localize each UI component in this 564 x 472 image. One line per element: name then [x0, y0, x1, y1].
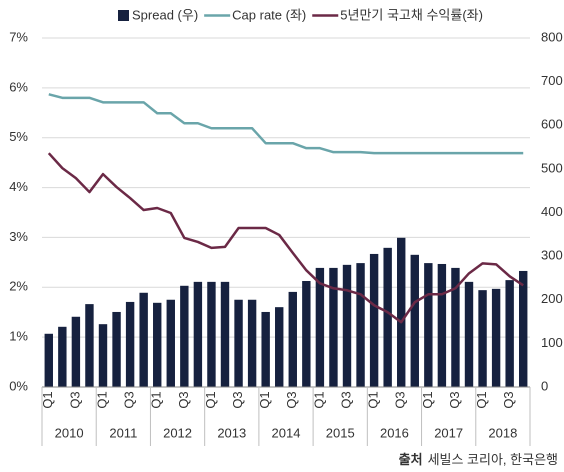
source: 출처 세빌스 코리아, 한국은행 — [399, 452, 558, 467]
bar — [397, 237, 406, 387]
x-tick-label: Q3 — [176, 391, 191, 408]
x-tick-label: Q1 — [420, 391, 435, 408]
line — [48, 93, 524, 155]
year-label: 2010 — [55, 425, 84, 440]
year-label: 2018 — [488, 425, 517, 440]
x-tick-label: Q1 — [474, 391, 489, 408]
y-tick-label: 3% — [9, 229, 28, 244]
bar — [153, 302, 162, 387]
legend-label: Spread (우) — [132, 7, 198, 22]
legend: Spread (우) Cap rate (좌) 5년만기 국고채 수익률(좌) — [118, 7, 483, 22]
bar — [329, 267, 338, 387]
y2-tick-label: 700 — [541, 73, 563, 88]
bar — [44, 333, 53, 387]
bar — [424, 263, 433, 387]
bar — [315, 267, 325, 387]
year-label: 2017 — [434, 425, 463, 440]
bar — [207, 281, 216, 387]
source-label: 출처 — [399, 452, 423, 467]
bar — [410, 254, 419, 387]
y-tick-label: 6% — [9, 79, 28, 94]
y2-tick-label: 800 — [541, 29, 563, 44]
x-tick-label: Q1 — [366, 391, 381, 408]
x-tick-label: Q3 — [122, 391, 137, 408]
x-tick-label: Q3 — [230, 391, 245, 408]
legend-label: 5년만기 국고채 수익률(좌) — [340, 7, 483, 22]
bar — [85, 304, 94, 387]
x-tick-label: Q3 — [501, 391, 516, 408]
x-tick-label: Q3 — [338, 391, 353, 408]
bar — [234, 299, 243, 387]
x-tick-label: Q1 — [94, 391, 109, 408]
y-tick-label: 4% — [9, 179, 28, 194]
bar — [302, 280, 311, 387]
year-label: 2016 — [380, 425, 409, 440]
source-text: 세빌스 코리아, 한국은행 — [428, 452, 558, 467]
bar — [180, 285, 189, 387]
y-tick-label: 7% — [9, 29, 28, 44]
bar — [491, 288, 501, 387]
legend-label: Cap rate (좌) — [232, 7, 306, 22]
y2-tick-label: 300 — [541, 248, 563, 263]
legend-swatch — [118, 10, 129, 21]
bar — [112, 311, 121, 387]
y-tick-label: 2% — [9, 279, 28, 294]
year-label: 2013 — [217, 425, 246, 440]
x-tick-label: Q1 — [40, 391, 55, 408]
bar — [58, 326, 67, 387]
x-tick-label: Q1 — [149, 391, 164, 408]
bar — [71, 316, 81, 387]
y2-tick-label: 500 — [541, 160, 563, 175]
bar — [98, 324, 108, 387]
bar — [261, 311, 270, 387]
bar — [464, 281, 474, 387]
bar — [383, 247, 392, 387]
bar — [288, 291, 297, 387]
bar — [451, 267, 460, 387]
bar — [220, 281, 230, 387]
y2-tick-label: 400 — [541, 204, 563, 219]
y2-tick-label: 200 — [541, 291, 563, 306]
line — [47, 152, 524, 324]
bar — [369, 253, 379, 387]
y-tick-label: 5% — [9, 129, 28, 144]
y-tick-label: 1% — [9, 329, 28, 344]
bar — [193, 281, 203, 387]
x-tick-label: Q3 — [67, 391, 82, 408]
y2-tick-label: 0 — [541, 378, 548, 393]
bar — [275, 307, 284, 387]
bar — [478, 290, 487, 387]
bar — [505, 280, 514, 387]
bar — [125, 301, 135, 387]
bar — [139, 292, 148, 387]
year-label: 2014 — [272, 425, 301, 440]
x-tick-label: Q1 — [203, 391, 218, 408]
bar — [247, 299, 257, 387]
bar — [166, 299, 175, 387]
x-tick-label: Q3 — [447, 391, 462, 408]
x-tick-label: Q3 — [284, 391, 299, 408]
year-label: 2011 — [109, 425, 137, 440]
y2-tick-label: 100 — [541, 335, 563, 350]
bar — [519, 270, 528, 387]
bar — [437, 263, 447, 387]
bar — [356, 263, 365, 387]
y2-tick-label: 600 — [541, 117, 563, 132]
year-label: 2012 — [163, 425, 192, 440]
x-tick-label: Q1 — [257, 391, 272, 408]
x-tick-label: Q3 — [393, 391, 408, 408]
year-label: 2015 — [326, 425, 355, 440]
bar — [342, 264, 352, 387]
y-tick-label: 0% — [9, 378, 28, 393]
x-tick-label: Q1 — [311, 391, 326, 408]
